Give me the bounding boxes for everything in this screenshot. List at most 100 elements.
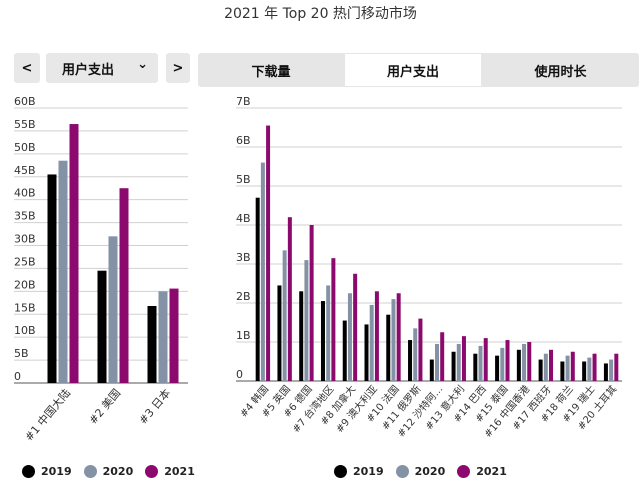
bar-2019	[429, 359, 434, 381]
bar-2020	[391, 299, 396, 381]
legend-swatch	[334, 465, 347, 478]
bar-2020	[587, 357, 592, 381]
prev-button[interactable]: <	[14, 53, 40, 83]
bar-2021	[374, 291, 379, 381]
bar-2019	[147, 306, 157, 383]
bar-2019	[516, 349, 521, 381]
bar-2021	[527, 342, 532, 381]
bar-2021	[505, 340, 510, 381]
bar-2020	[369, 304, 374, 381]
bar-2021	[614, 353, 619, 381]
y-tick-label: 0	[236, 368, 243, 381]
y-tick-label: 25B	[14, 255, 36, 268]
y-tick-label: 45B	[14, 164, 36, 177]
chevron-left-icon: <	[21, 60, 33, 76]
bar-2020	[158, 291, 168, 383]
bar-2020	[500, 347, 505, 381]
y-tick-label: 5B	[14, 347, 29, 360]
y-tick-label: 6B	[236, 134, 251, 147]
legend-swatch	[457, 465, 471, 478]
legend-label: 2020	[102, 465, 134, 478]
bar-2020	[543, 353, 548, 381]
bar-2019	[495, 355, 500, 381]
bar-2019	[538, 359, 543, 381]
bar-2020	[347, 293, 352, 381]
legend-label: 2021	[476, 465, 507, 478]
y-tick-label: 2B	[236, 290, 251, 303]
bar-2020	[108, 236, 118, 383]
bar-2020	[304, 260, 309, 381]
chevron-right-icon: >	[172, 60, 184, 76]
bar-2021	[440, 332, 445, 381]
bar-2020	[522, 343, 527, 381]
legend-right: 2019 2020 2021	[334, 465, 519, 478]
bar-2021	[169, 288, 179, 383]
y-tick-label: 55B	[14, 118, 36, 131]
y-tick-label: 15B	[14, 301, 36, 314]
tab-label: 使用时长	[534, 64, 587, 80]
bar-2019	[386, 314, 391, 381]
y-tick-label: 20B	[14, 278, 36, 291]
bar-2021	[461, 336, 466, 381]
tab-user-spending[interactable]: 用户支出	[344, 53, 482, 87]
y-tick-label: 5B	[236, 173, 251, 186]
legend-label: 2019	[41, 465, 72, 478]
tab-label: 用户支出	[386, 64, 439, 80]
bar-2020	[282, 250, 287, 381]
dropdown-value: 用户支出	[62, 62, 115, 78]
y-tick-label: 50B	[14, 141, 36, 154]
bar-2020	[413, 328, 418, 381]
bar-2020	[478, 345, 483, 381]
bar-2019	[451, 351, 456, 381]
bar-2021	[119, 188, 129, 383]
bar-2021	[418, 318, 423, 381]
bar-2019	[582, 361, 587, 381]
bar-2021	[396, 293, 401, 381]
legend-swatch	[395, 465, 409, 478]
bar-2021	[266, 125, 271, 381]
tab-label: 下载量	[251, 64, 291, 80]
bar-2020	[326, 285, 331, 381]
y-tick-label: 40B	[14, 187, 36, 200]
bar-2020	[609, 359, 614, 381]
bar-2021	[483, 338, 488, 381]
bar-2019	[97, 270, 107, 383]
bar-2019	[47, 174, 57, 383]
bar-2019	[560, 361, 565, 381]
legend-item: 2019	[22, 465, 72, 478]
legend-item: 2021	[145, 465, 195, 478]
bar-2021	[549, 349, 554, 381]
next-button[interactable]: >	[166, 53, 190, 83]
y-tick-label: 7B	[236, 95, 251, 108]
bar-2019	[320, 301, 325, 381]
y-tick-label: 30B	[14, 233, 36, 246]
tab-usage-time[interactable]: 使用时长	[482, 53, 639, 87]
y-tick-label: 3B	[236, 251, 251, 264]
y-tick-label: 35B	[14, 210, 36, 223]
y-tick-label: 1B	[236, 329, 251, 342]
bar-2019	[342, 320, 347, 381]
legend-item: 2021	[457, 465, 507, 478]
legend-item: 2020	[395, 465, 445, 478]
legend-item: 2019	[334, 465, 384, 478]
legend-label: 2021	[164, 465, 195, 478]
bar-2020	[260, 162, 265, 381]
legend-label: 2019	[353, 465, 384, 478]
legend-swatch	[83, 465, 97, 478]
bar-2021	[69, 124, 79, 384]
bar-2019	[255, 197, 260, 381]
metric-dropdown[interactable]: 用户支出 ⌄	[46, 53, 158, 83]
bar-2019	[473, 353, 478, 381]
bar-2021	[309, 225, 314, 381]
bar-2021	[592, 353, 597, 381]
bar-2020	[435, 343, 439, 381]
legend-swatch	[22, 465, 35, 478]
y-tick-label: 10B	[14, 324, 36, 337]
tab-downloads[interactable]: 下载量	[198, 53, 344, 87]
bar-2020	[565, 355, 570, 381]
bar-2019	[408, 340, 413, 381]
y-tick-label: 4B	[236, 212, 251, 225]
legend-item: 2020	[83, 465, 134, 478]
